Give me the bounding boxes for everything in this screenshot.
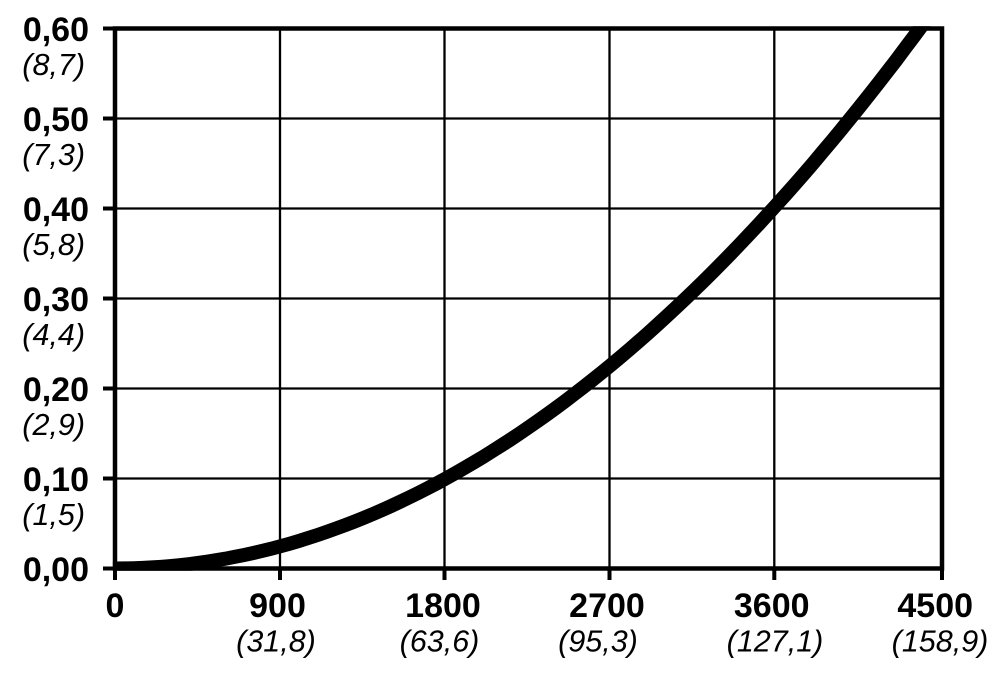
svg-text:(63,6): (63,6) [400, 625, 480, 659]
svg-text:(4,4): (4,4) [22, 318, 85, 352]
svg-text:(2,9): (2,9) [22, 408, 85, 442]
svg-text:4500: 4500 [897, 587, 973, 625]
svg-text:0,00: 0,00 [23, 551, 89, 589]
svg-text:1800: 1800 [405, 587, 481, 625]
svg-text:0: 0 [106, 587, 125, 625]
svg-text:0,10: 0,10 [23, 461, 89, 499]
svg-text:(31,8): (31,8) [236, 625, 316, 659]
svg-text:0,50: 0,50 [23, 101, 89, 139]
svg-text:900: 900 [249, 587, 306, 625]
svg-text:(127,1): (127,1) [727, 625, 824, 659]
svg-text:(1,5): (1,5) [22, 498, 85, 532]
svg-text:(158,9): (158,9) [892, 625, 989, 659]
svg-text:(5,8): (5,8) [22, 228, 85, 262]
svg-text:(8,7): (8,7) [22, 48, 85, 82]
svg-text:0,30: 0,30 [23, 281, 89, 319]
svg-text:0,20: 0,20 [23, 371, 89, 409]
svg-text:0,40: 0,40 [23, 191, 89, 229]
svg-text:(7,3): (7,3) [22, 138, 85, 172]
svg-text:0,60: 0,60 [23, 11, 89, 49]
svg-text:3600: 3600 [734, 587, 810, 625]
svg-text:(95,3): (95,3) [558, 625, 638, 659]
svg-text:2700: 2700 [569, 587, 645, 625]
